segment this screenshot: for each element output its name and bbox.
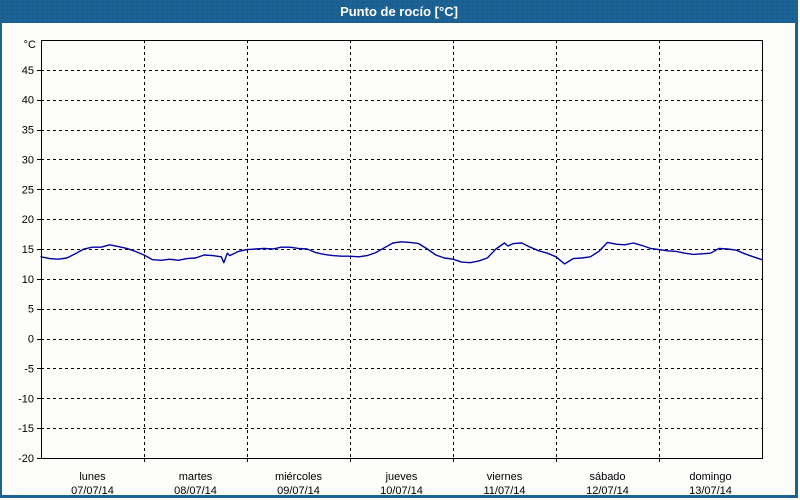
y-tick-label: 5: [28, 304, 34, 316]
x-day-name-label: martes: [179, 471, 213, 483]
y-tick-label: 30: [22, 154, 34, 166]
x-day-name-label: jueves: [385, 471, 418, 483]
x-day-name-label: miércoles: [275, 471, 323, 483]
y-tick-label: 25: [22, 184, 34, 196]
x-day-date-label: 13/07/14: [689, 485, 732, 497]
y-tick-label: 20: [22, 214, 34, 226]
x-day-date-label: 07/07/14: [71, 485, 114, 497]
y-axis-unit-label: °C: [24, 39, 36, 51]
y-tick-label: 10: [22, 274, 34, 286]
x-day-date-label: 12/07/14: [586, 485, 629, 497]
window-titlebar: Punto de rocío [°C]: [0, 0, 798, 23]
y-tick-label: 15: [22, 244, 34, 256]
x-day-date-label: 09/07/14: [277, 485, 320, 497]
y-tick-label: -15: [18, 423, 34, 435]
y-tick-label: -5: [24, 363, 34, 375]
plot-frame: [41, 40, 763, 459]
window-title: Punto de rocío [°C]: [340, 4, 458, 19]
x-day-date-label: 11/07/14: [483, 485, 525, 497]
y-tick-label: 40: [22, 95, 34, 107]
x-day-date-label: 10/07/14: [380, 485, 423, 497]
x-day-name-label: domingo: [689, 471, 731, 483]
y-tick-label: -10: [18, 393, 34, 405]
x-day-name-label: viernes: [487, 471, 523, 483]
y-tick-label: 0: [28, 334, 34, 346]
dew-point-series-line: [40, 241, 763, 265]
y-tick-label: -20: [18, 453, 34, 465]
y-tick-label: 35: [22, 125, 34, 137]
y-tick-label: 45: [22, 65, 34, 77]
x-day-name-label: lunes: [79, 471, 106, 483]
x-day-name-label: sábado: [589, 471, 625, 483]
x-day-date-label: 08/07/14: [174, 485, 217, 497]
